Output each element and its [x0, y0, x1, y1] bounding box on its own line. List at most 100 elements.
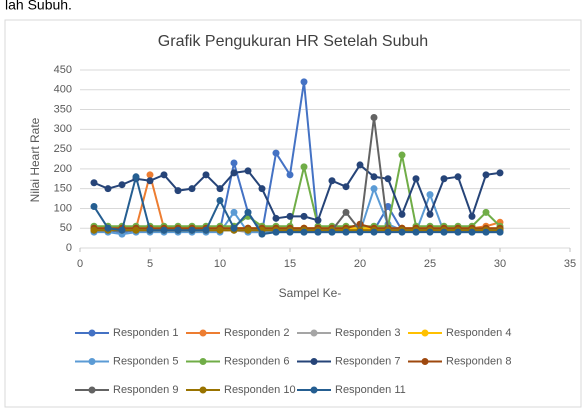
legend-label: Responden 5: [113, 355, 178, 367]
y-tick-label: 300: [54, 123, 72, 135]
data-point: [286, 228, 294, 236]
data-point: [216, 197, 224, 205]
legend-marker: [199, 329, 207, 337]
legend-marker: [421, 358, 429, 365]
data-point: [384, 228, 392, 236]
data-point: [216, 226, 224, 234]
x-tick-label: 35: [564, 258, 576, 270]
legend-label: Responden 3: [335, 327, 400, 339]
data-point: [328, 228, 336, 236]
data-point: [104, 224, 112, 232]
data-point: [496, 169, 504, 177]
data-point: [426, 210, 434, 218]
data-point: [90, 179, 98, 187]
data-point: [342, 183, 350, 191]
y-tick-label: 350: [54, 103, 72, 115]
data-point: [454, 173, 462, 181]
data-point: [356, 161, 364, 169]
data-point: [244, 208, 252, 216]
legend-label: Responden 6: [224, 355, 289, 367]
data-point: [160, 171, 168, 179]
x-tick-label: 20: [354, 258, 366, 270]
data-point: [272, 214, 280, 222]
legend-label: Responden 11: [335, 384, 406, 396]
x-tick-label: 15: [284, 258, 296, 270]
data-point: [202, 171, 210, 179]
data-point: [188, 226, 196, 234]
legend-label: Responden 8: [446, 355, 511, 367]
data-point: [230, 159, 238, 167]
legend-marker: [310, 386, 318, 394]
data-point: [384, 175, 392, 183]
data-point: [104, 185, 112, 193]
data-point: [272, 228, 280, 236]
data-point: [496, 228, 504, 236]
data-point: [90, 202, 98, 210]
data-point: [118, 181, 126, 189]
data-point: [146, 226, 154, 234]
data-point: [342, 228, 350, 236]
y-tick-label: 0: [66, 242, 72, 254]
legend-marker: [88, 386, 96, 394]
legend-marker: [199, 386, 207, 394]
data-point: [230, 208, 238, 216]
data-point: [482, 171, 490, 179]
data-point: [230, 169, 238, 177]
data-point: [230, 224, 238, 232]
data-point: [132, 226, 140, 234]
data-point: [174, 187, 182, 195]
y-tick-label: 100: [54, 202, 72, 214]
data-point: [286, 171, 294, 179]
x-axis-title: Sampel Ke-: [279, 286, 342, 300]
data-point: [440, 175, 448, 183]
y-tick-label: 150: [54, 183, 72, 195]
data-point: [468, 228, 476, 236]
y-tick-label: 50: [60, 222, 72, 234]
legend-label: Responden 4: [446, 327, 511, 339]
x-tick-label: 30: [494, 258, 506, 270]
legend-marker: [88, 358, 96, 365]
data-point: [132, 173, 140, 181]
x-tick-label: 0: [77, 258, 83, 270]
legend-marker: [310, 329, 318, 337]
data-point: [314, 216, 322, 224]
legend-label: Responden 1: [113, 327, 178, 339]
y-tick-label: 400: [54, 84, 72, 96]
data-point: [482, 228, 490, 236]
data-point: [244, 167, 252, 175]
data-point: [398, 228, 406, 236]
chart-title: Grafik Pengukuran HR Setelah Subuh: [158, 33, 428, 50]
data-point: [272, 149, 280, 157]
data-point: [314, 228, 322, 236]
data-point: [146, 171, 154, 179]
data-point: [188, 185, 196, 193]
data-point: [202, 226, 210, 234]
x-tick-label: 25: [424, 258, 436, 270]
y-tick-label: 450: [54, 64, 72, 76]
page-text: lah Subuh.: [5, 0, 72, 13]
legend-label: Responden 7: [335, 355, 400, 367]
data-point: [426, 228, 434, 236]
data-point: [300, 163, 308, 171]
data-point: [258, 185, 266, 193]
legend-marker: [88, 329, 96, 337]
legend-marker: [199, 358, 207, 365]
y-axis-title: Nilai Heart Rate: [28, 117, 42, 202]
data-point: [454, 228, 462, 236]
data-point: [342, 208, 350, 216]
data-point: [174, 226, 182, 234]
legend-label: Responden 10: [224, 384, 296, 396]
data-point: [216, 185, 224, 193]
data-point: [398, 151, 406, 159]
data-point: [370, 228, 378, 236]
data-point: [356, 228, 364, 236]
data-point: [482, 208, 490, 216]
data-point: [300, 212, 308, 220]
data-point: [300, 228, 308, 236]
data-point: [160, 226, 168, 234]
data-point: [370, 185, 378, 193]
data-point: [468, 212, 476, 220]
y-tick-label: 200: [54, 163, 72, 175]
data-point: [412, 228, 420, 236]
